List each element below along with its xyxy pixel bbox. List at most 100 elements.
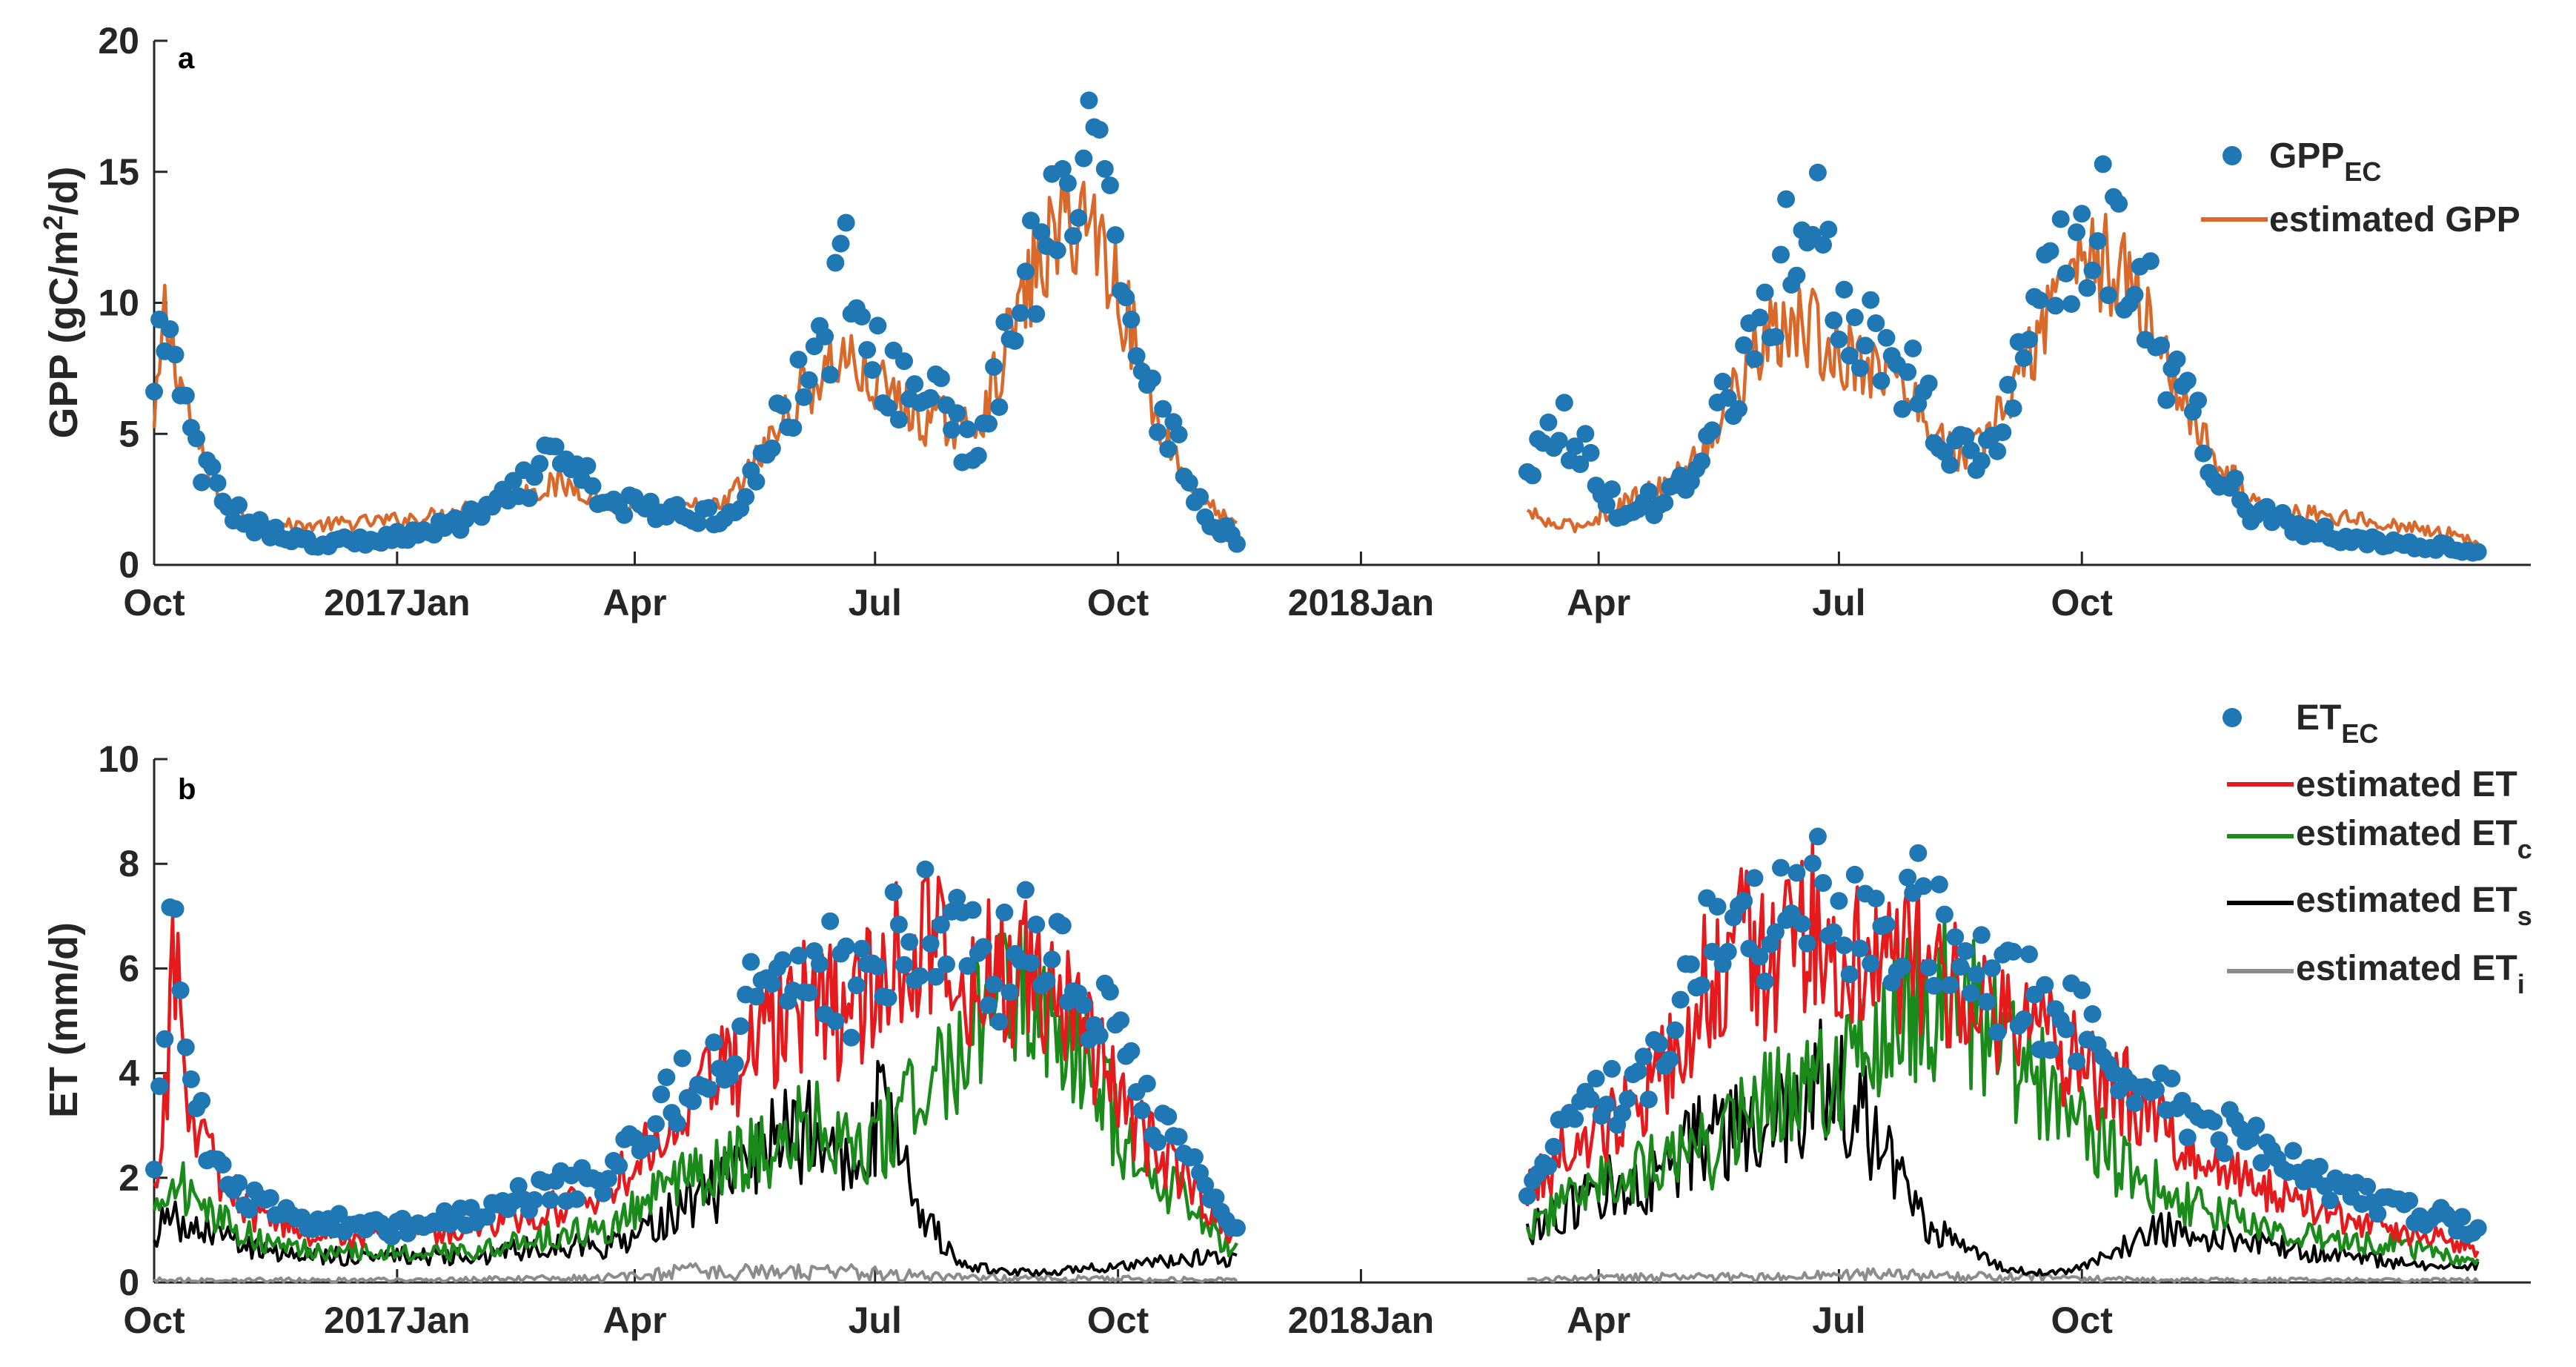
gpp-ec-point (1777, 190, 1796, 208)
gpp-ec-point (2051, 210, 2070, 228)
et-ec-point (2252, 1153, 2271, 1172)
et-ec-point (1597, 1096, 1616, 1113)
et-ec-point (599, 1170, 617, 1188)
et-ec-point (1803, 854, 1822, 873)
et-ec-point (789, 947, 808, 964)
et-ec-point (980, 996, 997, 1014)
gpp-ec-point (546, 437, 565, 456)
gpp-ec-point (2057, 264, 2075, 282)
gpp-ec-point (203, 457, 222, 476)
et-ec-point (705, 1033, 723, 1052)
et-ec-point (213, 1156, 232, 1174)
gpp-ec-point (1830, 330, 1848, 348)
gpp-ec-point (641, 492, 660, 511)
et-ec-point (1850, 939, 1869, 958)
gpp-ec-point (879, 398, 897, 417)
gpp-ec-point (1893, 400, 1911, 418)
gpp-ec-point (1994, 423, 2012, 442)
gpp-ec-point (2168, 350, 2186, 368)
et-ytick-label: 2 (119, 1157, 139, 1199)
gpp-ec-point (789, 351, 808, 369)
et-ec-point (2057, 1020, 2075, 1039)
gpp-ec-point (2073, 205, 2091, 223)
et-ec-point (1935, 905, 1953, 924)
gpp-ec-point (1127, 347, 1146, 365)
et-ec-point (1962, 984, 1980, 1002)
et-ec-point (1132, 1101, 1151, 1119)
gpp-ec-point (1095, 159, 1114, 178)
gpp-ec-point (1180, 474, 1198, 492)
et-ec-point (932, 916, 950, 934)
et-ec-point (2310, 1157, 2328, 1176)
gpp-ec-point (2083, 261, 2102, 279)
gpp-ec-point (2014, 349, 2033, 368)
et-ec-point (948, 888, 966, 907)
gpp-ec-point (1191, 488, 1209, 506)
et-ec-point (1956, 941, 1975, 960)
et-ec-point (916, 860, 935, 878)
gpp-ec-point (990, 398, 1009, 417)
et-ec-point (1835, 936, 1853, 955)
et-legend: ETEC estimated ET estimated ETc estimate… (2223, 698, 2532, 999)
gpp-xtick-label: Oct (123, 582, 185, 623)
et-ec-point (1000, 983, 1019, 1002)
gpp-ec-point (2004, 399, 2022, 417)
et-ec-point (1619, 1090, 1637, 1108)
gpp-ec-point (520, 489, 538, 507)
gpp-ec-point (2046, 297, 2065, 315)
gpp-xtick-label: Jul (1812, 582, 1865, 623)
gpp-ec-point (578, 457, 597, 475)
gpp-ec-point (1745, 350, 1764, 368)
gpp-ec-point (1581, 443, 1600, 462)
gpp-ec-point (1080, 91, 1098, 110)
et-ec-point (1038, 972, 1056, 990)
gpp-ec-point (2068, 223, 2086, 242)
et-ec-point (1539, 1157, 1558, 1175)
gpp-ec-point (531, 454, 549, 473)
gpp-ec-point (1053, 159, 1072, 178)
et-ec-point (1930, 876, 1948, 894)
gpp-ec-point (1872, 371, 1890, 390)
et-ec-point (1766, 923, 1785, 941)
gpp-ec-point (2031, 291, 2049, 309)
et-ec-point (182, 1070, 200, 1088)
gpp-ec-point (166, 345, 185, 364)
et-ec-point (1919, 959, 1938, 977)
gpp-ec-legend-label: GPPEC (2269, 136, 2381, 187)
gpp-ec-point (1032, 223, 1051, 242)
et-ec-point (1581, 1090, 1600, 1108)
gpp-ec-point (826, 254, 845, 272)
et-ec-point (926, 967, 945, 986)
et-ec-point (847, 976, 866, 995)
gpp-ec-point (985, 357, 1003, 376)
et-ec-point (1043, 950, 1061, 969)
gpp-ec-point (1730, 400, 1747, 418)
et-ec-point (700, 1079, 718, 1098)
gpp-ec-point (2125, 285, 2144, 304)
et-ec-point (800, 984, 818, 1002)
et-ec-point (937, 955, 955, 973)
gpp-ec-point (853, 308, 871, 326)
gpp-ec-point (1524, 466, 1542, 485)
et-ec-point (2247, 1116, 2265, 1135)
et-ec-point (1877, 916, 1896, 934)
gpp-ec-point (774, 397, 792, 415)
gpp-estimated-legend-label: estimated GPP (2269, 200, 2520, 239)
et-ec-point (1228, 1219, 1246, 1237)
et-ec-point (837, 937, 855, 956)
et-ytick-label: 4 (119, 1053, 139, 1094)
gpp-ec-point (2157, 391, 2176, 409)
et-ec-point (156, 1030, 174, 1048)
gpp-ec-point (1228, 534, 1246, 553)
gpp-ytick-label: 20 (98, 20, 139, 62)
gpp-ec-point (2152, 337, 2171, 354)
gpp-ec-point (1850, 359, 1869, 377)
ets-estimated-line (1525, 1019, 2480, 1277)
gpp-ec-point (1956, 427, 1975, 446)
gpp-ec-point (1027, 305, 1046, 323)
et-ec-point (1090, 1026, 1109, 1045)
gpp-ec-point (1069, 208, 1088, 227)
gpp-ec-point (2062, 295, 2080, 314)
et-ec-point (2205, 1112, 2223, 1131)
ets-estimated-legend-label: estimated ETs (2296, 881, 2532, 931)
